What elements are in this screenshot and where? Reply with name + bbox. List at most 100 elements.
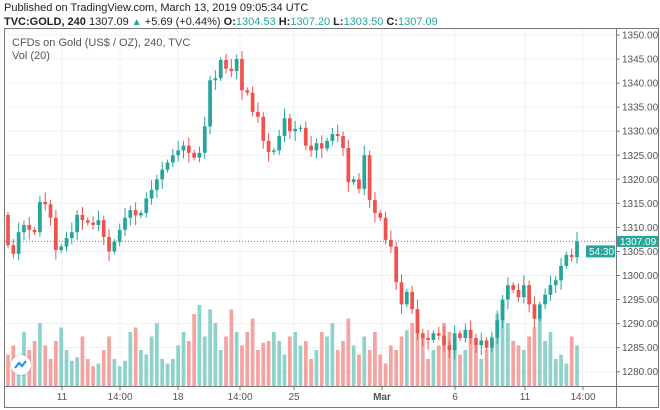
candle-body [298,127,303,129]
volume-bar [75,357,79,386]
candle-body [240,59,244,91]
volume-bar [256,350,260,386]
volume-bar [6,354,10,386]
time-tick-label: 14:00 [227,392,252,403]
volume-bar [139,350,143,386]
volume-bar [128,332,133,386]
candle-body [287,118,292,132]
volume-bar [133,327,138,386]
candle-body [245,90,250,93]
volume-bar [521,350,526,386]
price-tick-label: 1285.00 [622,343,659,354]
candle-body [160,169,165,180]
volume-bar [101,350,106,386]
candle-body [511,285,516,290]
volume-bar [564,363,569,386]
candle-body [516,289,521,298]
price-tick-label: 1315.00 [622,199,659,210]
volume-bar [48,359,53,386]
volume-bar [575,345,579,386]
volume-bar [165,363,170,386]
candle-body [22,224,26,233]
volume-bar [335,350,340,386]
candle-body [426,338,430,340]
volume-bar [410,323,415,386]
candle-body [335,134,340,137]
price-tick-label: 1280.00 [622,367,659,378]
candle-body [559,265,563,281]
last-price: 1307.09 [88,16,129,28]
time-tick-label: 6 [452,392,458,403]
candle-body [96,220,101,225]
volume-bar [516,345,521,386]
volume-indicator-label[interactable]: Vol (20) [12,50,50,62]
volume-bar [367,350,372,386]
candle-body [197,152,202,158]
candle-body [202,126,207,153]
candle-body [11,245,16,254]
candle-body [250,92,255,112]
candle-body [474,338,478,346]
volume-bar [569,336,574,386]
candle-body [447,345,452,351]
candle-body [362,155,367,189]
candle-body [48,204,53,218]
volume-bar [389,345,393,386]
volume-bar [527,336,532,386]
candle-body [43,201,48,205]
volume-bar [458,354,462,386]
time-tick-label: 14:00 [107,392,132,403]
volume-bar [319,332,324,386]
volume-bar [341,341,345,386]
candle-body [436,333,441,336]
volume-bar [149,336,154,386]
candle-body [176,150,181,156]
time-tick-label: 18 [172,392,184,403]
volume-bar [245,332,250,386]
volume-bar [160,359,165,386]
candle-body [468,329,473,339]
volume-bar [553,359,558,386]
price-tick-label: 1320.00 [622,175,659,186]
volume-bar [495,314,500,386]
volume-bar [213,323,218,386]
volume-bar [490,336,494,386]
candle-body [431,333,436,340]
volume-bar [287,336,292,386]
countdown-text: 54:30 [589,247,614,258]
high-label: H: [278,16,291,28]
volume-bar [426,359,430,386]
candle-body [91,222,95,225]
price-tick-label: 1300.00 [622,271,659,282]
candle-body [452,333,457,351]
candle-body [272,150,276,152]
candle-body [149,189,154,199]
candle-body [213,78,218,81]
volume-bar [218,350,223,386]
candle-body [181,145,186,151]
close-value: 1307.09 [398,16,438,28]
volume-bar [85,359,90,386]
candle-body [144,198,149,213]
candle-body [75,214,79,233]
volume-bar [32,341,37,386]
candle-body [53,217,58,251]
tradingview-logo-icon[interactable] [11,355,31,375]
candle-body [261,116,266,141]
volume-bar [537,318,542,386]
candle-body [186,145,191,153]
candle-body [575,241,579,258]
candle-body [59,246,64,251]
volume-bar [532,327,537,386]
candle-body [128,210,133,218]
volume-bar [314,350,319,386]
price-tick-label: 1340.00 [622,79,659,90]
volume-bar [511,341,516,386]
candle-body [357,179,361,189]
candle-body [325,140,329,149]
candle-body [532,304,537,319]
volume-bar [43,345,48,386]
volume-bar [234,332,239,386]
volume-bar [548,332,553,386]
